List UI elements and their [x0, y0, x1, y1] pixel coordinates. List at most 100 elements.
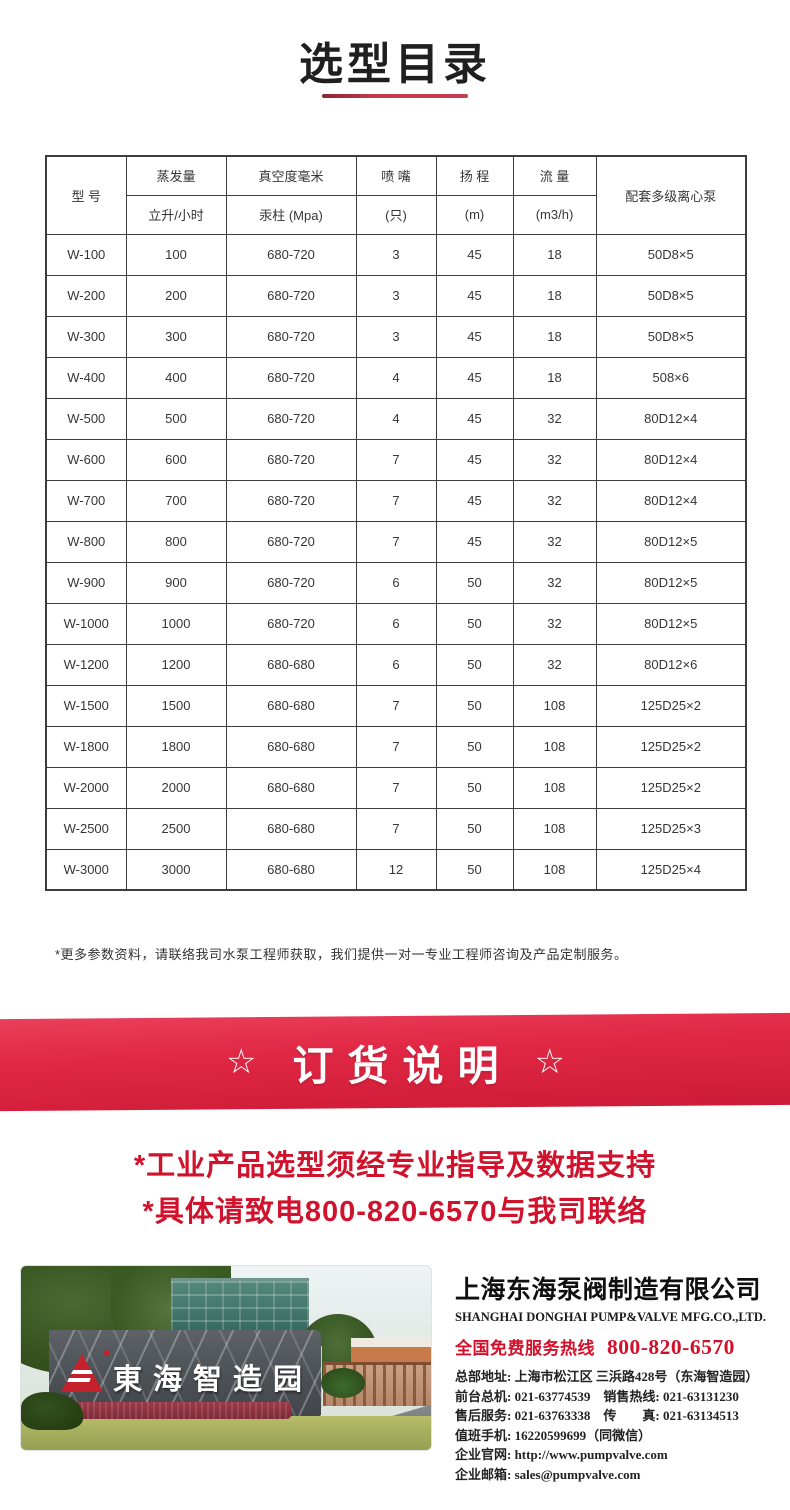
order-notice-line2: *具体请致电800-820-6570与我司联络	[142, 1196, 648, 1228]
table-row: W-900 900 680-720 6 50 32 80D12×5	[45, 561, 747, 604]
stone-sign-wall: 東海智造园	[49, 1330, 321, 1416]
cell-head: 45	[435, 397, 514, 440]
cell-pump: 125D25×2	[595, 684, 747, 727]
cell-head: 50	[435, 807, 514, 850]
header-flow-unit: (m3/h)	[512, 194, 597, 235]
cell-flow: 18	[512, 315, 597, 358]
lawn-decoration	[21, 1416, 431, 1450]
cell-flow: 32	[512, 561, 597, 604]
cell-nozzle: 4	[355, 356, 437, 399]
order-banner-ribbon: ☆ 订货说明 ☆	[0, 1012, 790, 1112]
cell-model: W-700	[45, 479, 127, 522]
page-title: 选型目录	[299, 40, 491, 89]
cell-model: W-1800	[45, 725, 127, 768]
cell-head: 50	[435, 725, 514, 768]
contact-line: 企业邮箱: sales@pumpvalve.com	[455, 1466, 641, 1482]
cell-head: 45	[435, 315, 514, 358]
table-row: W-1200 1200 680-680 6 50 32 80D12×6	[45, 643, 747, 686]
table-row: W-300 300 680-720 3 45 18 50D8×5	[45, 315, 747, 358]
company-photo: 東海智造园	[20, 1265, 432, 1451]
selection-table-body: W-100 100 680-720 3 45 18 50D8×5 W-200 200 680-72…	[45, 233, 747, 891]
cell-vacuum: 680-720	[225, 356, 357, 399]
cell-head: 45	[435, 356, 514, 399]
cell-vacuum: 680-720	[225, 438, 357, 481]
contact-line: 总部地址: 上海市松江区 三浜路428号（东海智造园）	[455, 1369, 759, 1384]
cell-vacuum: 680-720	[225, 233, 357, 276]
cell-evaporation: 1800	[125, 725, 227, 768]
cell-pump: 80D12×5	[595, 602, 747, 645]
cell-model: W-100	[45, 233, 127, 276]
cell-evaporation: 700	[125, 479, 227, 522]
table-row: W-200 200 680-720 3 45 18 50D8×5	[45, 274, 747, 317]
cell-head: 50	[435, 848, 514, 891]
cell-flow: 32	[512, 397, 597, 440]
company-info: 上海东海泵阀制造有限公司 SHANGHAI DONGHAI PUMP&VALVE…	[455, 1270, 787, 1484]
cell-flow: 108	[512, 766, 597, 809]
order-notice: *工业产品选型须经专业指导及数据支持 *具体请致电800-820-6570与我司…	[0, 1143, 790, 1235]
table-footnote: *更多参数资料，请联络我司水泵工程师获取，我们提供一对一专业工程师咨询及产品定制…	[55, 947, 628, 962]
cell-nozzle: 3	[355, 233, 437, 276]
cell-evaporation: 100	[125, 233, 227, 276]
selection-table: 型 号 蒸发量 真空度毫米 喷 嘴 扬 程 流 量 配套多级离心泵 立升/小时 …	[45, 155, 747, 891]
service-hotline: 全国免费服务热线 800-820-6570	[455, 1334, 787, 1360]
cell-head: 50	[435, 684, 514, 727]
cell-model: W-500	[45, 397, 127, 440]
cell-model: W-200	[45, 274, 127, 317]
cell-evaporation: 2500	[125, 807, 227, 850]
bush-decoration	[21, 1392, 83, 1430]
table-row: W-2000 2000 680-680 7 50 108 125D25×2	[45, 766, 747, 809]
cell-evaporation: 900	[125, 561, 227, 604]
cell-flow: 32	[512, 602, 597, 645]
cell-vacuum: 680-680	[225, 725, 357, 768]
cell-vacuum: 680-680	[225, 643, 357, 686]
cell-head: 45	[435, 274, 514, 317]
cell-head: 50	[435, 561, 514, 604]
cell-head: 50	[435, 643, 514, 686]
cell-flow: 108	[512, 684, 597, 727]
cell-flow: 108	[512, 725, 597, 768]
cell-flow: 32	[512, 520, 597, 563]
cell-head: 45	[435, 438, 514, 481]
company-name-en: SHANGHAI DONGHAI PUMP&VALVE MFG.CO.,LTD.	[455, 1310, 767, 1324]
cell-nozzle: 3	[355, 315, 437, 358]
cell-evaporation: 500	[125, 397, 227, 440]
cell-flow: 18	[512, 233, 597, 276]
cell-vacuum: 680-680	[225, 766, 357, 809]
cell-vacuum: 680-720	[225, 315, 357, 358]
cell-model: W-900	[45, 561, 127, 604]
cell-flow: 32	[512, 643, 597, 686]
cell-vacuum: 680-680	[225, 807, 357, 850]
cell-model: W-2000	[45, 766, 127, 809]
plant-decoration	[321, 1368, 365, 1398]
table-row: W-600 600 680-720 7 45 32 80D12×4	[45, 438, 747, 481]
cell-flow: 108	[512, 807, 597, 850]
cell-vacuum: 680-720	[225, 602, 357, 645]
cell-model: W-1200	[45, 643, 127, 686]
cell-evaporation: 600	[125, 438, 227, 481]
cell-pump: 125D25×2	[595, 725, 747, 768]
cell-pump: 50D8×5	[595, 315, 747, 358]
table-row: W-1500 1500 680-680 7 50 108 125D25×2	[45, 684, 747, 727]
hotline-label: 全国免费服务热线	[455, 1339, 595, 1358]
table-row: W-3000 3000 680-680 12 50 108 125D25×4	[45, 848, 747, 891]
contact-lines: 总部地址: 上海市松江区 三浜路428号（东海智造园） 前台总机: 021-637…	[455, 1367, 787, 1484]
table-row: W-1000 1000 680-720 6 50 32 80D12×5	[45, 602, 747, 645]
cell-pump: 125D25×3	[595, 807, 747, 850]
contact-line: 售后服务: 021-63763338 传 真: 021-63134513	[455, 1408, 739, 1423]
cell-nozzle: 3	[355, 274, 437, 317]
cell-pump: 80D12×4	[595, 397, 747, 440]
flower-hedge-decoration	[33, 1402, 291, 1419]
table-row: W-400 400 680-720 4 45 18 508×6	[45, 356, 747, 399]
cell-vacuum: 680-680	[225, 848, 357, 891]
cell-nozzle: 7	[355, 725, 437, 768]
cell-flow: 32	[512, 479, 597, 522]
cell-nozzle: 6	[355, 561, 437, 604]
sign-wall-text: 東海智造园	[113, 1364, 314, 1396]
header-vacuum: 真空度毫米	[225, 155, 357, 196]
registered-mark-dot	[104, 1350, 110, 1356]
cell-flow: 18	[512, 356, 597, 399]
cell-nozzle: 6	[355, 643, 437, 686]
header-evaporation-unit: 立升/小时	[125, 194, 227, 235]
cell-nozzle: 6	[355, 602, 437, 645]
